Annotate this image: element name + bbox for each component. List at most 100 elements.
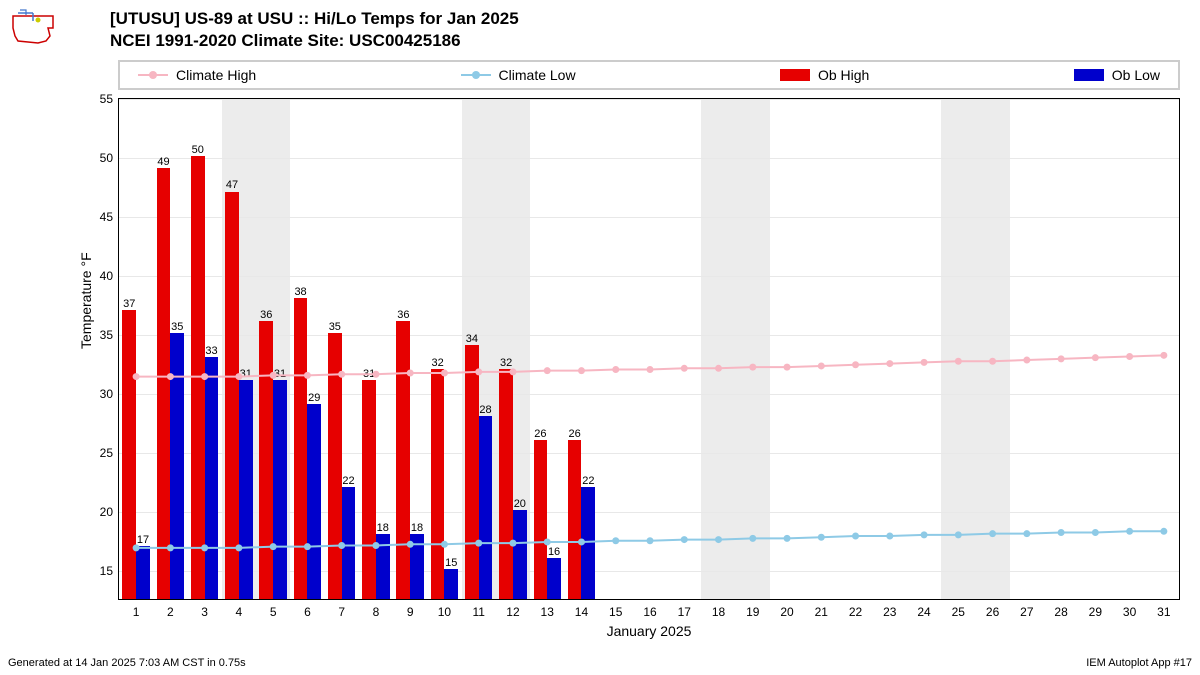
- legend-ob-low-label: Ob Low: [1112, 67, 1160, 83]
- legend-climate-low-marker: [461, 74, 491, 76]
- ob-high-bar: [499, 369, 513, 599]
- x-tick-label: 24: [917, 605, 930, 619]
- ob-low-label: 31: [274, 368, 286, 380]
- x-tick-label: 30: [1123, 605, 1136, 619]
- legend-climate-low: .legend-item:nth-child(2) .legend-marker…: [461, 67, 576, 83]
- y-tick-label: 35: [100, 328, 113, 342]
- gridline: [119, 99, 1179, 100]
- gridline: [119, 217, 1179, 218]
- ob-low-bar: [239, 380, 253, 599]
- ob-low-label: 18: [377, 522, 389, 534]
- ob-low-bar: [170, 333, 184, 599]
- ob-low-label: 20: [514, 498, 526, 510]
- ob-low-bar: [513, 510, 527, 599]
- x-tick-label: 8: [373, 605, 380, 619]
- ob-low-bar: [479, 416, 493, 599]
- y-tick-label: 20: [100, 505, 113, 519]
- x-tick-label: 27: [1020, 605, 1033, 619]
- legend-climate-high: .legend-item:nth-child(1) .legend-marker…: [138, 67, 256, 83]
- gridline: [119, 158, 1179, 159]
- ob-high-label: 49: [157, 156, 169, 168]
- x-tick-label: 1: [133, 605, 140, 619]
- x-tick-label: 5: [270, 605, 277, 619]
- legend-ob-low-swatch: [1074, 69, 1104, 81]
- x-tick-label: 26: [986, 605, 999, 619]
- x-tick-label: 9: [407, 605, 414, 619]
- y-tick-label: 45: [100, 210, 113, 224]
- ob-high-bar: [225, 192, 239, 600]
- ob-high-label: 35: [329, 321, 341, 333]
- legend-ob-high-swatch: [780, 69, 810, 81]
- ob-high-label: 31: [363, 368, 375, 380]
- x-tick-label: 20: [780, 605, 793, 619]
- ob-low-bar: [376, 534, 390, 599]
- iem-logo: [8, 8, 58, 48]
- ob-high-label: 34: [466, 333, 478, 345]
- chart-title-line1: [UTUSU] US-89 at USU :: Hi/Lo Temps for …: [110, 8, 519, 30]
- y-tick-label: 50: [100, 151, 113, 165]
- weekend-band: [975, 99, 1009, 599]
- ob-low-bar: [410, 534, 424, 599]
- legend-ob-high-label: Ob High: [818, 67, 869, 83]
- x-tick-label: 23: [883, 605, 896, 619]
- x-axis-label: January 2025: [607, 623, 692, 639]
- x-tick-label: 18: [712, 605, 725, 619]
- ob-low-label: 33: [205, 345, 217, 357]
- x-tick-label: 29: [1089, 605, 1102, 619]
- ob-high-bar: [465, 345, 479, 599]
- ob-low-label: 35: [171, 321, 183, 333]
- y-tick-label: 25: [100, 446, 113, 460]
- ob-low-label: 22: [342, 475, 354, 487]
- x-tick-label: 22: [849, 605, 862, 619]
- ob-low-bar: [444, 569, 458, 599]
- ob-low-label: 17: [137, 534, 149, 546]
- x-tick-label: 15: [609, 605, 622, 619]
- footer-right: IEM Autoplot App #17: [1086, 657, 1192, 669]
- y-tick-label: 55: [100, 92, 113, 106]
- ob-low-bar: [273, 380, 287, 599]
- weekend-band: [701, 99, 735, 599]
- chart-title-block: [UTUSU] US-89 at USU :: Hi/Lo Temps for …: [110, 8, 519, 52]
- ob-high-bar: [328, 333, 342, 599]
- x-tick-label: 25: [952, 605, 965, 619]
- y-tick-label: 30: [100, 387, 113, 401]
- ob-high-label: 47: [226, 179, 238, 191]
- ob-high-label: 32: [431, 357, 443, 369]
- x-tick-label: 16: [643, 605, 656, 619]
- ob-low-label: 22: [582, 475, 594, 487]
- ob-low-label: 29: [308, 392, 320, 404]
- plot-area: January 2025 152025303540455055123456789…: [118, 98, 1180, 600]
- ob-high-label: 36: [260, 309, 272, 321]
- ob-high-bar: [157, 168, 171, 599]
- ob-high-bar: [568, 440, 582, 599]
- legend-ob-high: Ob High: [780, 67, 869, 83]
- chart-legend: .legend-item:nth-child(1) .legend-marker…: [118, 60, 1180, 90]
- x-tick-label: 28: [1054, 605, 1067, 619]
- ob-high-label: 26: [569, 428, 581, 440]
- ob-high-bar: [191, 156, 205, 599]
- ob-low-bar: [581, 487, 595, 599]
- x-tick-label: 11: [472, 605, 484, 619]
- chart-title-line2: NCEI 1991-2020 Climate Site: USC00425186: [110, 30, 519, 52]
- ob-high-label: 26: [534, 428, 546, 440]
- ob-low-label: 15: [445, 557, 457, 569]
- ob-high-label: 36: [397, 309, 409, 321]
- x-tick-label: 31: [1157, 605, 1170, 619]
- x-tick-label: 4: [236, 605, 243, 619]
- ob-low-label: 16: [548, 546, 560, 558]
- ob-low-label: 18: [411, 522, 423, 534]
- ob-high-label: 32: [500, 357, 512, 369]
- weekend-band: [736, 99, 770, 599]
- weekend-band: [941, 99, 975, 599]
- legend-climate-low-label: Climate Low: [499, 67, 576, 83]
- ob-high-bar: [431, 369, 445, 599]
- footer-left: Generated at 14 Jan 2025 7:03 AM CST in …: [8, 657, 246, 669]
- x-tick-label: 21: [815, 605, 828, 619]
- x-tick-label: 12: [506, 605, 519, 619]
- ob-high-bar: [294, 298, 308, 599]
- ob-low-bar: [205, 357, 219, 599]
- ob-low-bar: [547, 558, 561, 599]
- ob-high-label: 37: [123, 298, 135, 310]
- ob-high-bar: [122, 310, 136, 599]
- legend-ob-low: Ob Low: [1074, 67, 1160, 83]
